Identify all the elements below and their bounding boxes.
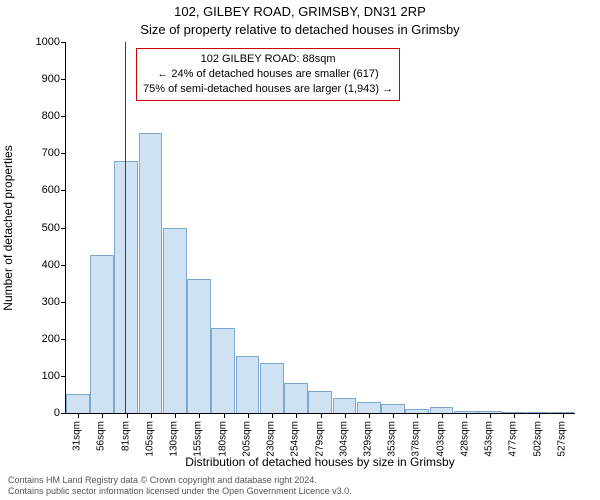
x-tick-label: 105sqm [144,421,155,457]
histogram-bar [114,161,138,413]
histogram-bar [284,383,308,413]
y-tick-label: 300 [10,296,60,308]
histogram-bar [357,402,381,413]
x-tick-label: 130sqm [169,421,180,457]
x-tick-label: 403sqm [435,421,446,457]
y-tick-label: 800 [10,110,60,122]
histogram-bar [163,228,187,414]
annotation-line: ← 24% of detached houses are smaller (61… [143,67,393,82]
x-tick-label: 477sqm [508,421,519,457]
histogram-bar [381,404,405,413]
chart-subtitle: Size of property relative to detached ho… [0,22,600,37]
x-tick-label: 81sqm [120,421,131,451]
histogram-bar [90,255,114,413]
histogram-bar [139,133,163,413]
x-tick-label: 56sqm [96,421,107,451]
x-tick-label: 155sqm [193,421,204,457]
histogram-bar [211,328,235,413]
annotation-box: 102 GILBEY ROAD: 88sqm← 24% of detached … [136,48,400,101]
x-tick-label: 527sqm [556,421,567,457]
chart-plot-area: 102 GILBEY ROAD: 88sqm← 24% of detached … [65,42,575,414]
y-tick-label: 500 [10,222,60,234]
y-tick-label: 700 [10,147,60,159]
footer-attribution: Contains HM Land Registry data © Crown c… [8,475,352,498]
annotation-line: 102 GILBEY ROAD: 88sqm [143,52,393,67]
histogram-bar [236,356,260,414]
x-tick-label: 230sqm [266,421,277,457]
x-tick-label: 502sqm [532,421,543,457]
x-tick-label: 453sqm [484,421,495,457]
page-title: 102, GILBEY ROAD, GRIMSBY, DN31 2RP [0,4,600,19]
y-tick-label: 100 [10,370,60,382]
x-tick-label: 254sqm [290,421,301,457]
x-tick-label: 279sqm [314,421,325,457]
x-tick-label: 304sqm [338,421,349,457]
histogram-bar [260,363,284,413]
histogram-bar [66,394,90,413]
x-tick-label: 329sqm [362,421,373,457]
y-tick-label: 0 [10,407,60,419]
annotation-line: 75% of semi-detached houses are larger (… [143,82,393,97]
y-tick-label: 600 [10,184,60,196]
y-tick-label: 200 [10,333,60,345]
property-marker-line [125,42,126,413]
histogram-bar [308,391,332,413]
y-tick-label: 400 [10,259,60,271]
footer-line: Contains HM Land Registry data © Crown c… [8,475,352,486]
x-tick-label: 378sqm [411,421,422,457]
x-tick-label: 180sqm [217,421,228,457]
x-tick-label: 205sqm [241,421,252,457]
histogram-bar [187,279,211,413]
y-tick-label: 1000 [10,36,60,48]
x-tick-label: 428sqm [459,421,470,457]
x-axis-label: Distribution of detached houses by size … [65,455,575,469]
footer-line: Contains public sector information licen… [8,486,352,497]
x-tick-label: 31sqm [72,421,83,451]
x-tick-label: 353sqm [387,421,398,457]
y-tick-label: 900 [10,73,60,85]
histogram-bar [333,398,357,413]
